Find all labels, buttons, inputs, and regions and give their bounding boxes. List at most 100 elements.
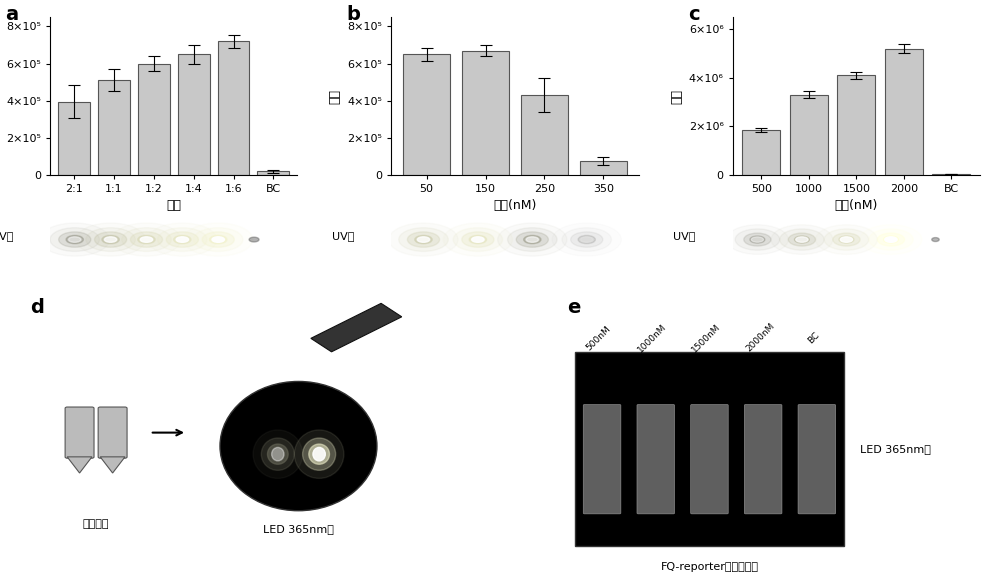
Ellipse shape [95,232,127,247]
X-axis label: 比例: 比例 [166,199,181,213]
Ellipse shape [166,232,198,247]
FancyBboxPatch shape [65,407,94,458]
Ellipse shape [193,227,243,252]
X-axis label: 浓度(nM): 浓度(nM) [835,199,878,213]
Ellipse shape [253,430,303,478]
Bar [932,174,970,175]
Bar [98,80,130,175]
Ellipse shape [877,233,905,246]
Bar [138,64,170,175]
Ellipse shape [884,236,898,243]
Ellipse shape [66,236,83,244]
Ellipse shape [744,233,771,246]
Ellipse shape [261,438,294,470]
Ellipse shape [750,236,765,243]
Ellipse shape [443,223,513,256]
Ellipse shape [833,233,860,246]
Ellipse shape [174,236,191,244]
Text: d: d [30,298,44,317]
Ellipse shape [860,225,922,254]
Text: BC: BC [806,331,821,346]
Ellipse shape [212,237,224,242]
Ellipse shape [112,223,181,256]
Ellipse shape [771,225,833,254]
Ellipse shape [780,229,824,250]
Text: LED 365nm光: LED 365nm光 [860,444,931,454]
Ellipse shape [399,227,448,252]
Bar [58,101,90,175]
Ellipse shape [268,444,288,464]
Bar [403,54,450,175]
Ellipse shape [50,227,99,252]
Ellipse shape [158,227,207,252]
Ellipse shape [86,227,135,252]
Bar [580,161,627,175]
Ellipse shape [869,229,913,250]
Ellipse shape [249,237,259,242]
Ellipse shape [313,448,325,461]
Bar [885,49,923,175]
Y-axis label: 荧光: 荧光 [329,89,342,104]
Ellipse shape [69,237,81,242]
Ellipse shape [389,223,458,256]
Text: b: b [347,5,361,23]
Text: a: a [5,5,19,23]
Ellipse shape [148,223,217,256]
Ellipse shape [816,225,877,254]
Text: UV光: UV光 [673,230,696,241]
Ellipse shape [788,233,816,246]
Ellipse shape [794,236,809,243]
Text: UV光: UV光 [332,230,354,241]
Text: c: c [688,5,700,23]
Text: e: e [567,298,580,317]
FancyBboxPatch shape [691,405,728,514]
Ellipse shape [516,232,548,247]
FancyBboxPatch shape [583,405,621,514]
Text: LED 365nm光: LED 365nm光 [263,524,334,534]
Ellipse shape [840,237,853,242]
Ellipse shape [735,229,780,250]
Ellipse shape [130,232,163,247]
Polygon shape [311,303,402,352]
Ellipse shape [839,236,854,243]
Ellipse shape [76,223,145,256]
Polygon shape [100,457,125,473]
Ellipse shape [202,232,234,247]
Ellipse shape [138,236,155,244]
Text: 白炽灯光: 白炽灯光 [83,519,109,529]
Bar [257,171,289,175]
Bar [790,95,828,175]
Text: FQ-reporter浓度的优化: FQ-reporter浓度的优化 [660,562,758,572]
Text: 2000nM: 2000nM [744,322,776,354]
Ellipse shape [469,236,487,244]
Bar [837,76,875,175]
FancyBboxPatch shape [575,352,844,545]
Ellipse shape [122,227,171,252]
FancyBboxPatch shape [744,405,782,514]
Ellipse shape [824,229,869,250]
Polygon shape [67,457,92,473]
Text: 1000nM: 1000nM [636,322,669,354]
Bar [462,50,509,175]
Ellipse shape [885,237,897,242]
Ellipse shape [59,232,91,247]
Ellipse shape [578,236,595,244]
Ellipse shape [220,382,377,511]
Bar [521,95,568,175]
Ellipse shape [102,236,119,244]
Ellipse shape [407,232,440,247]
Ellipse shape [210,236,227,244]
X-axis label: 浓度(nM): 浓度(nM) [493,199,537,213]
Ellipse shape [272,448,284,461]
Ellipse shape [294,430,344,478]
Ellipse shape [303,438,336,470]
Ellipse shape [462,232,494,247]
Ellipse shape [415,236,432,244]
FancyBboxPatch shape [798,405,836,514]
Ellipse shape [524,236,541,244]
FancyBboxPatch shape [98,407,127,458]
FancyBboxPatch shape [637,405,675,514]
Ellipse shape [472,237,484,242]
Ellipse shape [751,237,764,242]
Ellipse shape [140,237,153,242]
